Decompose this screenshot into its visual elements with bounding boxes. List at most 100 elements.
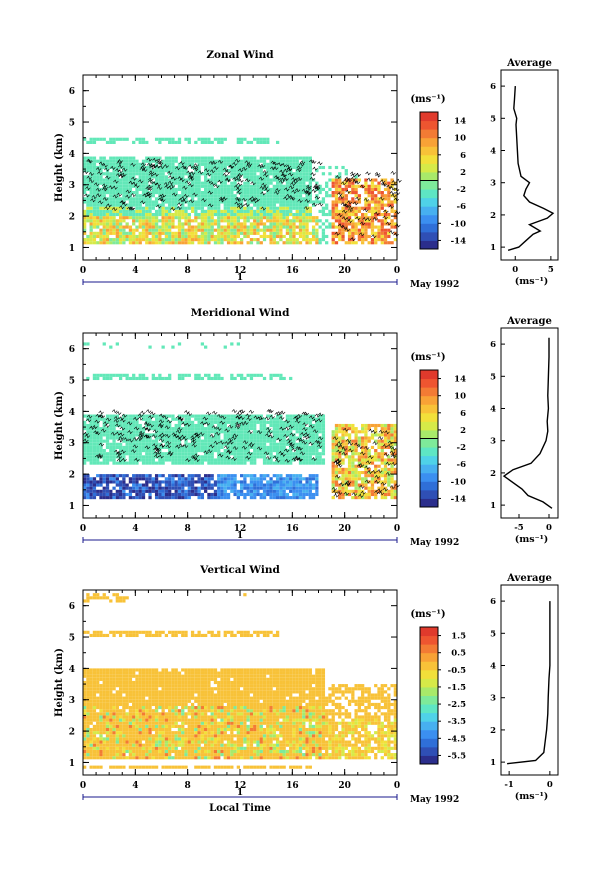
colorbar-swatch bbox=[420, 240, 438, 250]
heatmap-cell bbox=[200, 414, 205, 418]
heatmap-cell bbox=[223, 162, 227, 166]
heatmap-cell bbox=[269, 417, 273, 421]
heatmap-cell bbox=[226, 458, 231, 462]
heatmap-cell bbox=[272, 219, 276, 223]
heatmap-cell bbox=[171, 241, 175, 245]
heatmap-cell bbox=[132, 200, 136, 204]
heatmap-cell bbox=[171, 231, 175, 235]
contour-mark bbox=[86, 175, 92, 180]
heatmap-cell bbox=[226, 455, 231, 459]
heatmap-cell bbox=[122, 420, 126, 424]
heatmap-cell bbox=[115, 209, 119, 213]
heatmap-cell bbox=[217, 197, 221, 201]
contour-mark bbox=[195, 434, 201, 439]
heatmap-cell bbox=[341, 238, 345, 242]
contour-mark bbox=[283, 168, 289, 173]
heatmap-cell bbox=[393, 209, 397, 213]
heatmap-cell bbox=[210, 228, 214, 232]
heatmap-cell bbox=[210, 474, 214, 478]
heatmap-cell bbox=[246, 439, 250, 443]
heatmap-cell bbox=[190, 489, 195, 493]
contour-mark bbox=[227, 424, 234, 429]
heatmap-cell bbox=[269, 197, 273, 201]
contour-mark bbox=[266, 409, 273, 414]
heatmap-cell bbox=[344, 430, 348, 434]
heatmap-cell bbox=[204, 172, 208, 176]
contour-mark bbox=[146, 162, 153, 167]
heatmap-cell bbox=[331, 222, 335, 226]
heatmap-cell bbox=[347, 467, 352, 471]
heatmap-cell bbox=[236, 228, 240, 232]
heatmap-cell bbox=[354, 191, 358, 195]
heatmap-cell bbox=[259, 234, 263, 239]
heatmap-cell bbox=[197, 175, 201, 179]
heatmap-cell bbox=[230, 449, 234, 453]
heatmap-cell bbox=[204, 414, 208, 418]
heatmap-cell bbox=[145, 175, 149, 179]
heatmap-cell bbox=[200, 241, 205, 245]
heatmap-cell bbox=[269, 483, 273, 487]
heatmap-cell bbox=[357, 486, 362, 490]
heatmap-cell bbox=[181, 455, 185, 459]
heatmap-cell bbox=[275, 184, 280, 188]
heatmap-cell bbox=[194, 156, 198, 160]
heatmap-cell bbox=[168, 480, 172, 484]
heatmap-cell bbox=[282, 206, 286, 210]
heatmap-cell bbox=[177, 137, 182, 141]
heatmap-cell bbox=[341, 206, 345, 210]
heatmap-cell bbox=[328, 222, 332, 226]
heatmap-cell bbox=[361, 234, 365, 239]
heatmap-cell bbox=[148, 489, 152, 493]
heatmap-cell bbox=[370, 216, 375, 220]
heatmap-cell bbox=[151, 452, 155, 456]
heatmap-cell bbox=[118, 191, 123, 195]
heatmap-cell bbox=[387, 483, 391, 487]
heatmap-cell bbox=[158, 455, 162, 459]
heatmap-cell bbox=[318, 191, 322, 195]
heatmap-cell bbox=[347, 477, 352, 481]
heatmap-cell bbox=[383, 442, 388, 446]
heatmap-cell bbox=[331, 433, 335, 437]
heatmap-cell bbox=[387, 480, 391, 484]
heatmap-cell bbox=[89, 216, 93, 220]
heatmap-cell bbox=[151, 194, 155, 198]
heatmap-cell bbox=[223, 178, 227, 182]
heatmap-cell bbox=[334, 489, 339, 493]
heatmap-cell bbox=[197, 165, 201, 170]
heatmap-cell bbox=[305, 187, 309, 192]
heatmap-cell bbox=[338, 477, 342, 481]
heatmap-cell bbox=[243, 445, 247, 450]
heatmap-cell bbox=[341, 225, 345, 229]
heatmap-cell bbox=[289, 234, 293, 239]
contour-mark bbox=[241, 197, 248, 202]
heatmap-cell bbox=[86, 455, 90, 459]
heatmap-cell bbox=[354, 178, 358, 182]
heatmap-cell bbox=[122, 445, 126, 450]
heatmap-cell bbox=[217, 436, 221, 440]
heatmap-cell bbox=[217, 238, 221, 242]
heatmap-cell bbox=[308, 238, 312, 242]
heatmap-cell bbox=[305, 234, 309, 239]
heatmap-cell bbox=[315, 433, 319, 437]
heatmap-cell bbox=[217, 461, 221, 465]
heatmap-cell bbox=[354, 452, 358, 456]
heatmap-cell bbox=[318, 238, 322, 242]
contour-mark bbox=[214, 184, 220, 189]
heatmap-cell bbox=[285, 414, 290, 418]
heatmap-cell bbox=[190, 209, 195, 213]
heatmap-cell bbox=[236, 342, 240, 346]
heatmap-cell bbox=[311, 433, 316, 437]
heatmap-cell bbox=[269, 492, 273, 497]
heatmap-cell bbox=[230, 452, 234, 456]
heatmap-cell bbox=[351, 452, 355, 456]
heatmap-cell bbox=[138, 483, 142, 487]
heatmap-cell bbox=[89, 203, 93, 207]
heatmap-cell bbox=[217, 420, 221, 424]
contour-mark bbox=[388, 204, 394, 209]
heatmap-cell bbox=[266, 187, 270, 192]
contour-mark bbox=[188, 183, 194, 188]
heatmap-cell bbox=[302, 486, 306, 490]
heatmap-cell bbox=[393, 442, 397, 446]
heatmap-cell bbox=[390, 225, 394, 229]
heatmap-cell bbox=[302, 184, 306, 188]
